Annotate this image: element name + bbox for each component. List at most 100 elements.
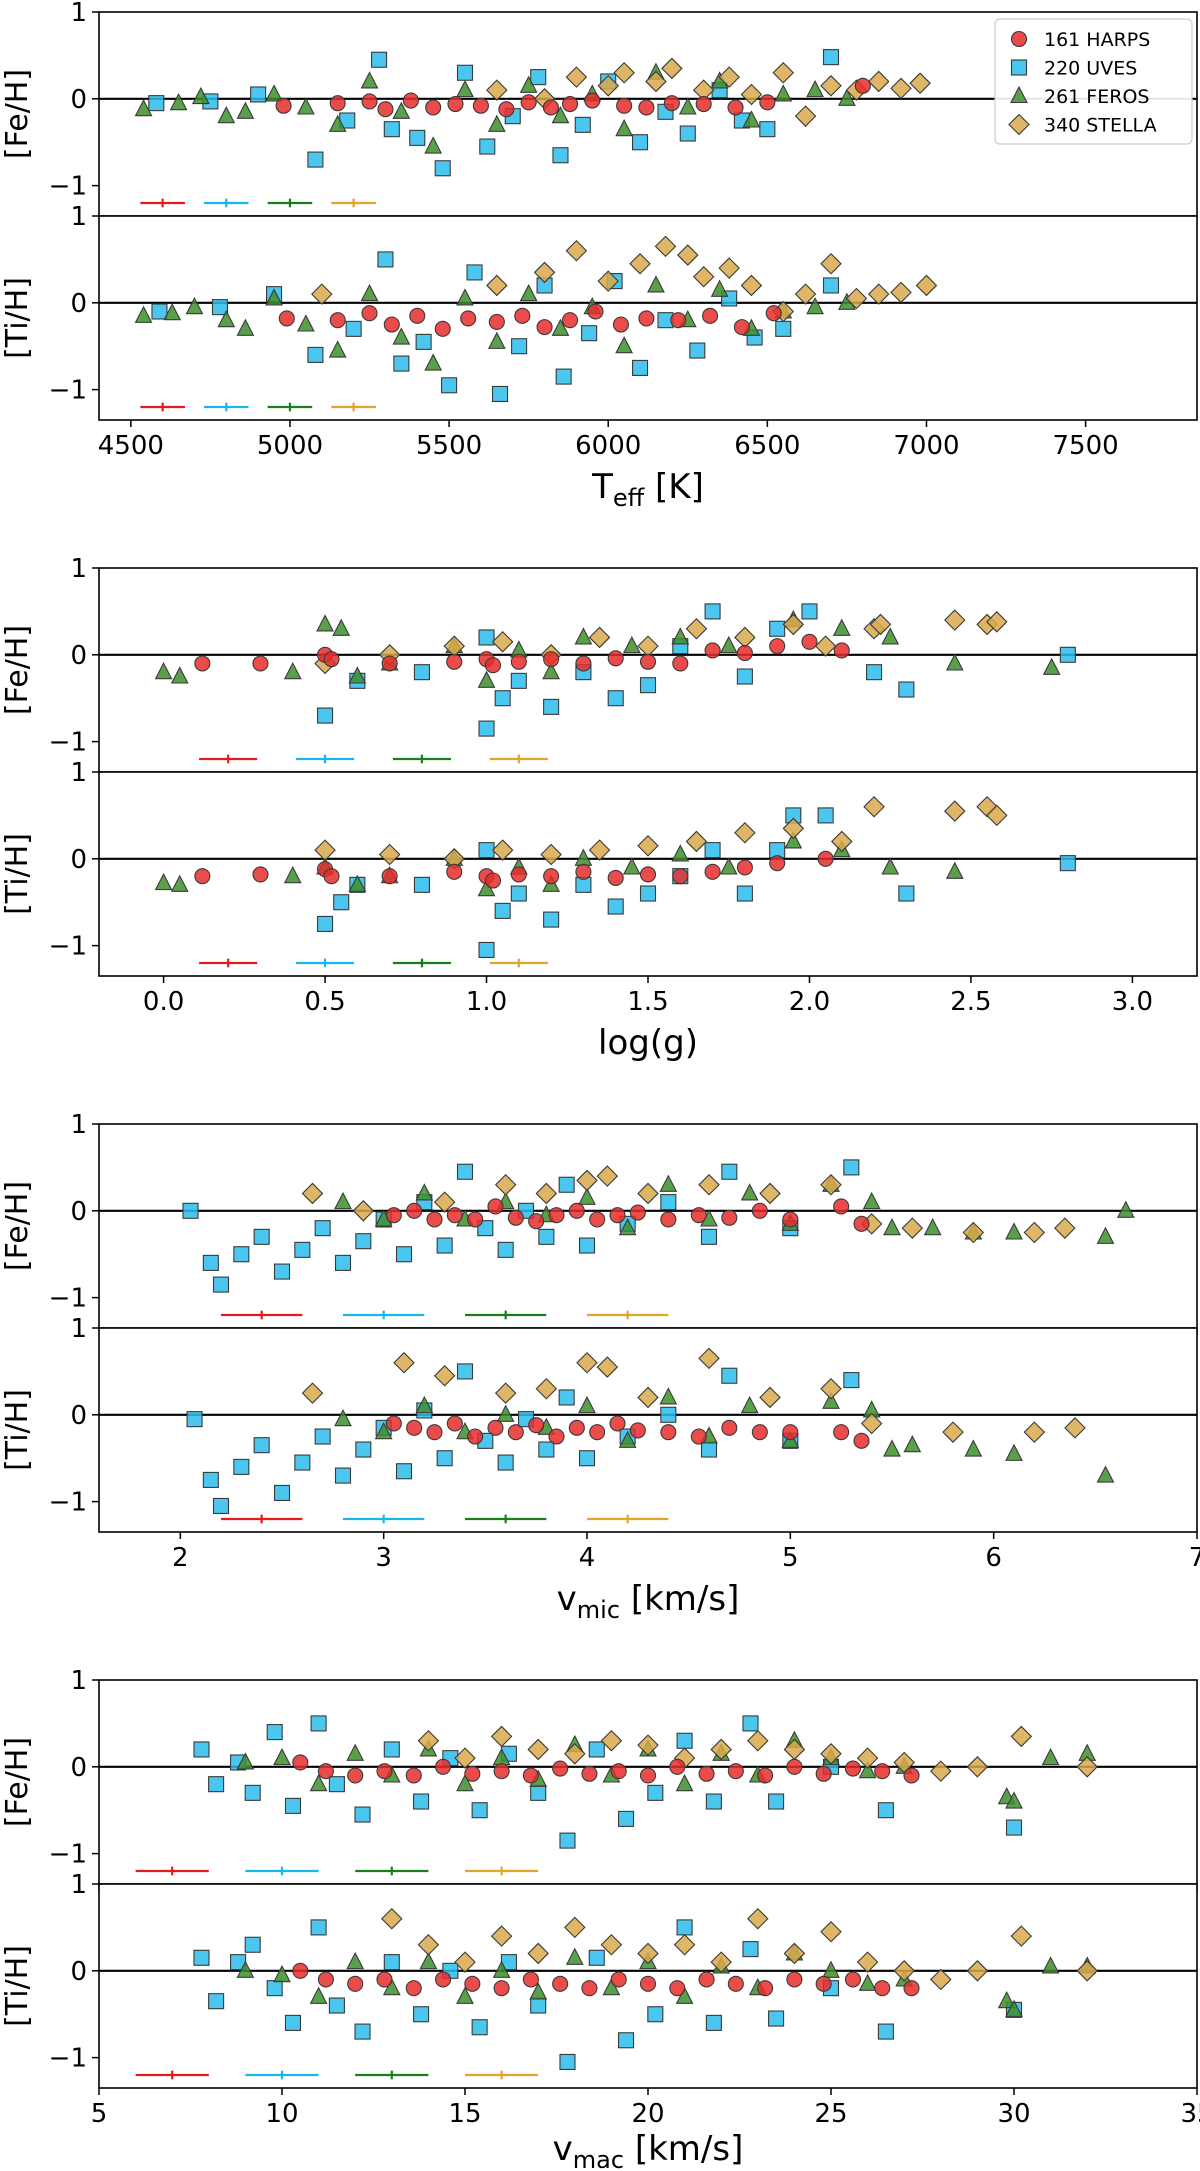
data-point-stella — [747, 1907, 769, 1930]
data-point-stella — [494, 1382, 517, 1404]
data-point-uves — [742, 1941, 759, 1958]
data-point-feros — [456, 1773, 474, 1792]
data-point-harps — [833, 642, 850, 659]
data-point-feros — [923, 1217, 942, 1236]
data-point-harps — [552, 1760, 569, 1777]
data-point-uves — [877, 1802, 894, 1819]
data-point-uves — [294, 1241, 311, 1258]
legend-marker-uves — [1010, 59, 1028, 76]
x-tick-label: 4500 — [98, 431, 164, 461]
data-point-harps — [347, 1767, 364, 1784]
data-point-stella — [710, 1738, 732, 1761]
errorbar-uves — [343, 1514, 425, 1524]
series-stella — [301, 1165, 1076, 1244]
data-point-uves — [578, 1237, 596, 1254]
data-point-uves — [736, 885, 753, 902]
data-point-stella — [417, 1729, 440, 1752]
data-point-uves — [456, 1163, 474, 1180]
data-point-uves — [555, 368, 572, 385]
series-stella — [381, 1907, 1098, 1991]
data-point-feros — [822, 1391, 840, 1409]
data-point-stella — [783, 1942, 806, 1965]
data-point-harps — [815, 1975, 832, 1992]
data-point-uves — [307, 346, 324, 363]
data-point-feros — [615, 118, 634, 137]
data-point-stella — [782, 613, 805, 636]
data-point-uves — [491, 385, 509, 403]
data-point-feros — [806, 79, 824, 98]
data-point-harps — [510, 653, 527, 670]
data-point-harps — [587, 303, 604, 320]
data-point-stella — [820, 252, 842, 275]
data-point-harps — [629, 1422, 646, 1439]
data-point-harps — [522, 1767, 539, 1784]
data-point-uves — [877, 2023, 894, 2040]
data-point-harps — [542, 99, 559, 116]
data-point-stella — [985, 611, 1008, 633]
data-point-uves — [478, 842, 495, 859]
errorbar-harps — [140, 402, 185, 412]
data-point-feros — [622, 635, 641, 654]
data-point-stella — [637, 1182, 659, 1205]
data-point-stella — [890, 77, 912, 100]
data-point-harps — [561, 312, 579, 329]
data-point-stella — [710, 1951, 732, 1973]
x-tick-label: 0.0 — [143, 987, 184, 1017]
data-point-feros — [492, 1960, 511, 1978]
data-point-harps — [472, 97, 489, 114]
subplot-lower: −1 0 1 [Ti/H] 4500 5000 5500 6000 6500 7000 7500 — [0, 202, 1198, 461]
errorbar-uves — [245, 2070, 319, 2080]
data-point-feros — [862, 1191, 881, 1210]
data-point-stella — [597, 75, 619, 97]
data-point-harps — [406, 1202, 423, 1219]
data-point-stella — [794, 283, 817, 305]
series-harps — [292, 1754, 920, 1784]
data-point-harps — [446, 1415, 463, 1432]
data-point-harps — [751, 1424, 768, 1441]
errorbar-stella — [587, 1514, 669, 1524]
data-point-uves — [395, 1463, 413, 1480]
errorbar-harps — [199, 754, 258, 764]
data-point-feros — [574, 627, 593, 645]
data-point-uves — [607, 898, 624, 915]
data-point-stella — [654, 235, 677, 258]
data-point-feros — [217, 105, 236, 124]
data-point-feros — [170, 874, 189, 892]
data-point-uves — [395, 1246, 413, 1263]
data-point-uves — [700, 1441, 718, 1458]
data-point-stella — [576, 1351, 598, 1374]
data-point-feros — [678, 97, 697, 115]
data-point-stella — [820, 1377, 842, 1400]
data-point-uves — [558, 1176, 575, 1193]
data-point-feros — [578, 1395, 596, 1414]
x-tick-label: 10 — [265, 2099, 298, 2129]
data-point-uves — [558, 1389, 575, 1406]
data-point-stella — [597, 270, 619, 292]
plot-frame — [98, 1883, 1198, 2089]
data-point-uves — [253, 1437, 270, 1454]
x-tick-label: 7500 — [1053, 431, 1119, 461]
data-point-harps — [487, 1198, 504, 1215]
data-point-uves — [631, 134, 649, 151]
data-point-harps — [434, 1971, 452, 1988]
data-point-feros — [858, 1760, 877, 1779]
data-point-feros — [1116, 1200, 1135, 1218]
data-point-feros — [997, 1990, 1016, 2009]
data-point-harps — [278, 310, 295, 327]
data-point-uves — [193, 1741, 210, 1758]
data-point-harps — [317, 1763, 334, 1780]
data-point-harps — [381, 655, 398, 672]
data-point-feros — [1042, 657, 1061, 675]
data-point-harps — [434, 320, 451, 337]
data-point-feros — [578, 1187, 596, 1205]
data-point-feros — [273, 1747, 291, 1766]
data-point-harps — [639, 1767, 657, 1784]
data-point-uves — [721, 1367, 738, 1384]
y-axis-label: [Fe/H] — [0, 69, 35, 159]
data-point-feros — [964, 1439, 983, 1457]
data-point-harps — [383, 316, 400, 333]
data-point-uves — [1059, 855, 1076, 872]
data-point-stella — [856, 1951, 879, 1973]
data-point-harps — [329, 95, 346, 112]
data-point-uves — [588, 1741, 605, 1758]
